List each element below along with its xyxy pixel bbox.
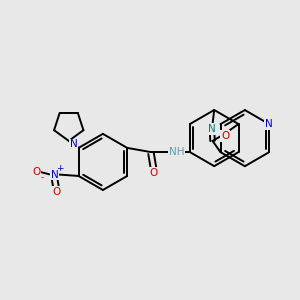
Text: N: N (208, 124, 216, 134)
Text: N: N (51, 169, 58, 180)
Text: O: O (32, 167, 40, 177)
Text: -: - (41, 173, 44, 182)
Text: O: O (150, 168, 158, 178)
Text: N: N (265, 119, 273, 129)
Text: O: O (52, 187, 60, 197)
Text: O: O (221, 131, 229, 141)
Text: NH: NH (169, 147, 184, 157)
Text: +: + (57, 164, 64, 173)
Text: N: N (70, 140, 77, 149)
